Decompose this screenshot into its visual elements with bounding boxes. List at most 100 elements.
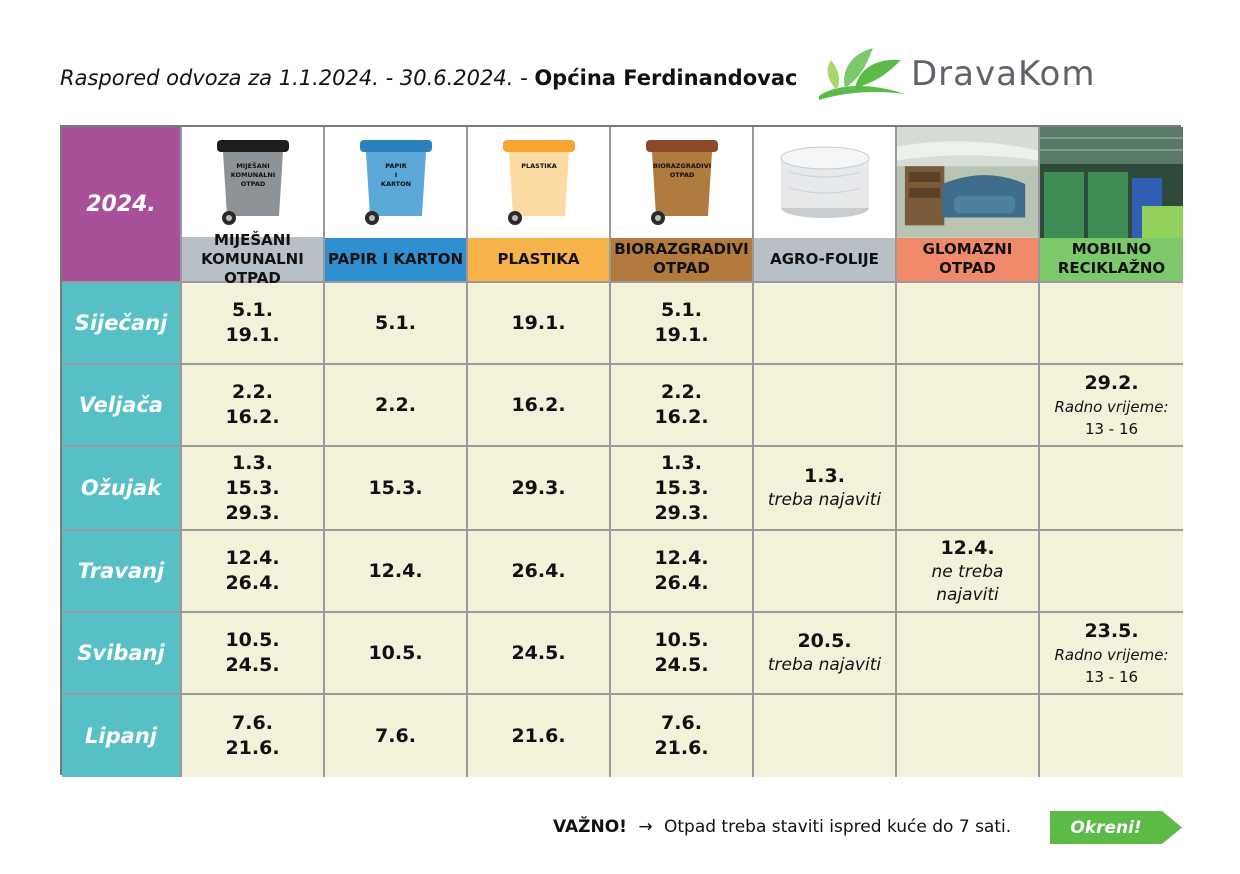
- pickup-date: 29.3.: [225, 501, 280, 524]
- schedule-cell: [897, 695, 1040, 777]
- bin-illustration: PLASTIKA: [468, 127, 609, 238]
- bin-label: MIJEŠANI KOMUNALNI OTPAD: [230, 161, 275, 188]
- bulky-waste-image: [897, 127, 1038, 238]
- schedule-cell: [897, 613, 1040, 695]
- pickup-date: 7.6.: [375, 724, 416, 747]
- schedule-cell: 2.2. 16.2.: [182, 365, 325, 447]
- schedule-cell: [754, 283, 897, 365]
- month-cell: Veljača: [62, 365, 182, 447]
- column-label: BIORAZGRADIVI OTPAD: [611, 237, 752, 281]
- schedule-cell: 20.5. treba najaviti: [754, 613, 897, 695]
- agro-foil-bale-image: [754, 127, 895, 238]
- arrow-icon: →: [638, 817, 653, 837]
- pickup-date: 7.6.: [661, 712, 702, 734]
- pickup-note: treba najaviti: [767, 490, 882, 510]
- pickup-date: 24.5.: [654, 654, 709, 676]
- recycling-containers-icon: [1040, 127, 1183, 238]
- column-label: GLOMAZNI OTPAD: [897, 237, 1038, 281]
- schedule-range: Raspored odvoza za 1.1.2024. - 30.6.2024…: [60, 66, 535, 90]
- waste-bin-icon: PAPIR I KARTON: [359, 140, 432, 226]
- column-label: MOBILNO RECIKLAŽNO: [1040, 237, 1183, 281]
- dravakom-logo: DravaKom: [815, 44, 1185, 106]
- pickup-date: 15.3.: [368, 476, 423, 499]
- schedule-cell: 10.5.: [325, 613, 468, 695]
- pickup-date: 12.4.: [368, 559, 423, 582]
- pickup-date: 16.2.: [511, 393, 566, 416]
- schedule-cell: 1.3. treba najaviti: [754, 447, 897, 531]
- turn-page-button[interactable]: Okreni!: [1050, 811, 1182, 844]
- year-label: 2024.: [86, 191, 156, 217]
- pickup-date: 10.5.: [368, 641, 423, 664]
- pickup-date: 5.1.: [661, 299, 702, 321]
- month-label: Veljača: [78, 392, 164, 417]
- logo-text: DravaKom: [911, 54, 1096, 94]
- column-label: AGRO-FOLIJE: [754, 237, 895, 281]
- schedule-cell: 5.1. 19.1.: [182, 283, 325, 365]
- schedule-cell: 29.3.: [468, 447, 611, 531]
- schedule-cell: [754, 365, 897, 447]
- schedule-cell: [1040, 531, 1183, 613]
- schedule-cell: [897, 365, 1040, 447]
- month-label: Siječanj: [74, 310, 168, 335]
- schedule-cell: 5.1.: [325, 283, 468, 365]
- schedule-cell: [897, 283, 1040, 365]
- schedule-cell: 23.5. Radno vrijeme: 13 - 16: [1040, 613, 1183, 695]
- pickup-date: 29.3.: [511, 476, 566, 499]
- schedule-cell: [897, 447, 1040, 531]
- pickup-date: 16.2.: [225, 406, 280, 428]
- important-label: VAŽNO!: [553, 817, 627, 837]
- schedule-cell: 21.6.: [468, 695, 611, 777]
- pickup-date: 15.3.: [654, 476, 709, 499]
- pickup-date: 21.6.: [511, 724, 566, 747]
- pickup-date: 26.4.: [225, 572, 280, 594]
- schedule-cell: 10.5. 24.5.: [611, 613, 754, 695]
- month-cell: Ožujak: [62, 447, 182, 531]
- working-hours: 13 - 16: [1084, 667, 1139, 686]
- schedule-table: 2024. MIJEŠANI KOMUNALNI OTPAD MIJEŠANI KOMU…: [60, 125, 1183, 777]
- column-label: PAPIR I KARTON: [325, 237, 466, 281]
- pickup-note: ne treba najaviti: [931, 561, 1004, 605]
- pickup-date: 29.2.: [1084, 371, 1139, 394]
- month-label: Travanj: [77, 558, 165, 583]
- schedule-cell: 7.6. 21.6.: [182, 695, 325, 777]
- schedule-cell: 7.6. 21.6.: [611, 695, 754, 777]
- schedule-cell: 7.6.: [325, 695, 468, 777]
- pickup-date: 15.3.: [225, 476, 280, 499]
- column-label: MIJEŠANI KOMUNALNI OTPAD: [182, 231, 323, 287]
- column-header: PLASTIKA PLASTIKA: [468, 127, 611, 283]
- schedule-cell: 26.4.: [468, 531, 611, 613]
- month-label: Svibanj: [77, 640, 165, 665]
- bin-label: PAPIR I KARTON: [380, 162, 410, 188]
- waste-bin-icon: BIORAZGRADIVI OTPAD: [645, 140, 718, 226]
- footer-note: VAŽNO! → Otpad treba staviti ispred kuće…: [553, 817, 1011, 837]
- pickup-date: 5.1.: [375, 311, 416, 334]
- pickup-date: 1.3.: [232, 451, 273, 474]
- schedule-cell: 12.4.: [325, 531, 468, 613]
- month-label: Lipanj: [85, 723, 157, 748]
- pickup-date: 7.6.: [232, 712, 273, 734]
- column-header: BIORAZGRADIVI OTPAD BIORAZGRADIVI OTPAD: [611, 127, 754, 283]
- column-header: MOBILNO RECIKLAŽNO: [1040, 127, 1183, 283]
- pickup-date: 12.4.: [940, 536, 995, 559]
- pickup-date: 26.4.: [654, 572, 709, 594]
- waste-bin-icon: MIJEŠANI KOMUNALNI OTPAD: [216, 140, 289, 225]
- municipality-name: Općina Ferdinandovac: [534, 66, 798, 90]
- pickup-date: 12.4.: [225, 547, 280, 569]
- pickup-date: 10.5.: [225, 629, 280, 651]
- schedule-cell: [754, 695, 897, 777]
- pickup-note: Radno vrijeme:: [1054, 397, 1169, 416]
- pickup-note: treba najaviti: [767, 655, 882, 675]
- schedule-cell: 1.3. 15.3. 29.3.: [611, 447, 754, 531]
- pickup-date: 21.6.: [225, 737, 280, 759]
- schedule-cell: 12.4. 26.4.: [182, 531, 325, 613]
- arrow-shape-icon: [1050, 811, 1182, 844]
- column-header: AGRO-FOLIJE: [754, 127, 897, 283]
- schedule-cell: 19.1.: [468, 283, 611, 365]
- year-cell: 2024.: [62, 127, 182, 283]
- schedule-cell: 15.3.: [325, 447, 468, 531]
- pickup-date: 24.5.: [511, 641, 566, 664]
- bin-illustration: PAPIR I KARTON: [325, 127, 466, 238]
- schedule-cell: 24.5.: [468, 613, 611, 695]
- column-header: PAPIR I KARTON PAPIR I KARTON: [325, 127, 468, 283]
- bin-illustration: BIORAZGRADIVI OTPAD: [611, 127, 752, 238]
